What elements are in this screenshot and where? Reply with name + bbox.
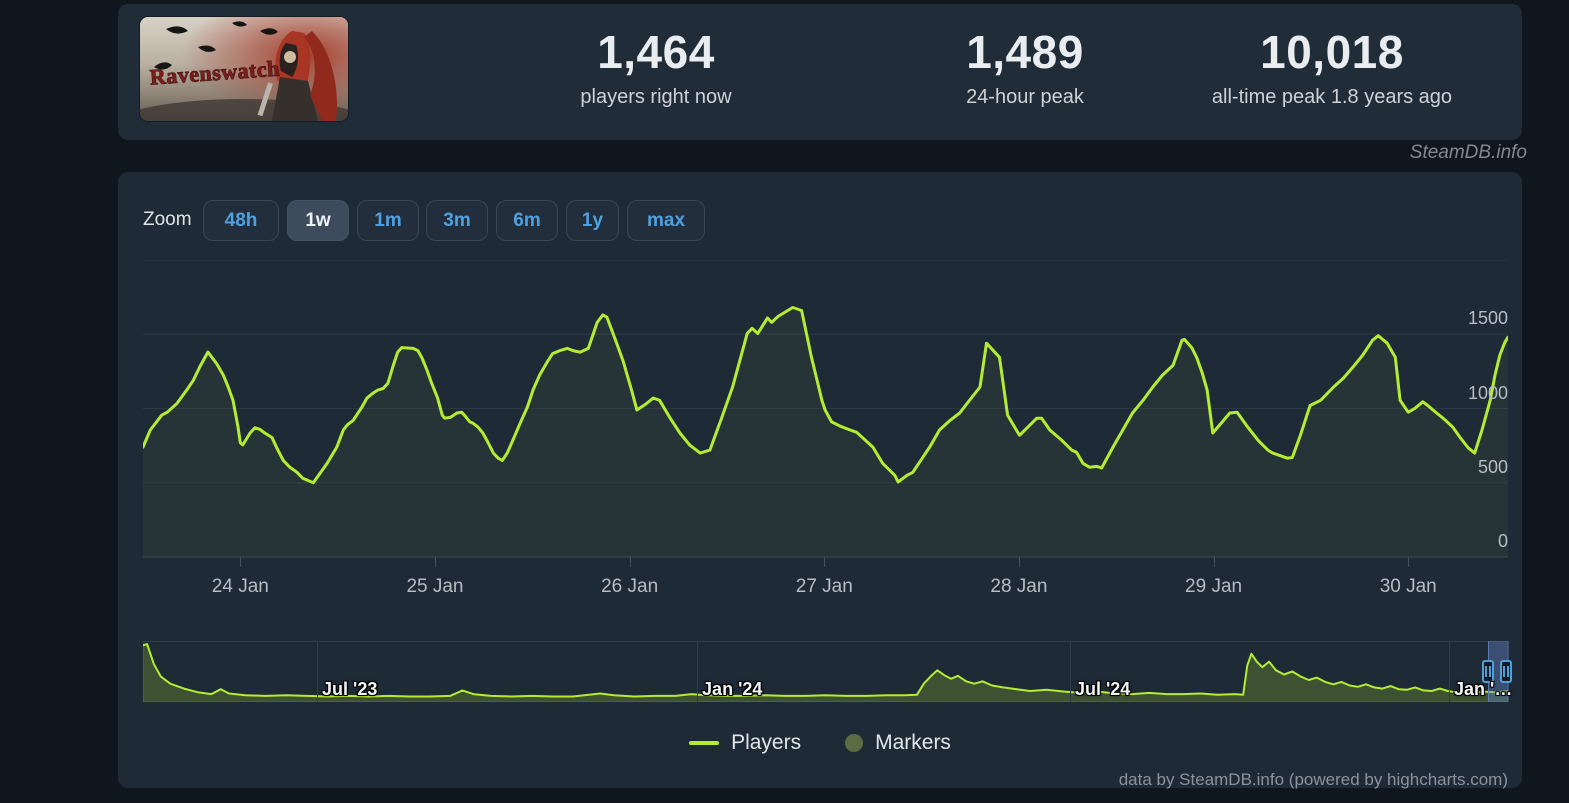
current-players-label: players right now xyxy=(580,86,732,108)
x-tick-mark xyxy=(1018,557,1020,567)
y-tick-1500: 1500 xyxy=(1467,308,1508,329)
game-capsule-image[interactable]: Ravenswatch xyxy=(140,17,348,121)
y-tick-500: 500 xyxy=(1477,456,1508,477)
zoom-button-6m[interactable]: 6m xyxy=(496,200,558,241)
x-tick-24-Jan: 24 Jan xyxy=(211,576,269,597)
zoom-button-1y[interactable]: 1y xyxy=(566,200,619,241)
x-tick-mark xyxy=(1213,557,1215,567)
zoom-button-max[interactable]: max xyxy=(627,200,705,241)
x-tick-mark xyxy=(824,557,826,567)
zoom-button-48h[interactable]: 48h xyxy=(203,200,279,241)
players-line-icon xyxy=(689,741,720,745)
x-tick-30-Jan: 30 Jan xyxy=(1379,576,1437,597)
navigator-label: Jul '24 xyxy=(1074,679,1131,699)
x-tick-29-Jan: 29 Jan xyxy=(1185,576,1243,597)
navigator-gridline xyxy=(1069,641,1071,702)
zoom-button-1w[interactable]: 1w xyxy=(287,200,349,241)
stat-alltime-peak: 10,018 all-time peak 1.8 years ago xyxy=(1122,4,1542,140)
navigator-label: Jan '24 xyxy=(702,679,763,699)
navigator-right-handle[interactable] xyxy=(1500,660,1512,683)
y-tick-1000: 1000 xyxy=(1467,382,1508,403)
x-tick-26-Jan: 26 Jan xyxy=(601,576,659,597)
legend-players-label: Players xyxy=(731,731,802,754)
steamdb-watermark: SteamDB.info xyxy=(1409,142,1527,163)
navigator-gridline xyxy=(697,641,699,702)
24h-peak-value: 1,489 xyxy=(966,26,1084,78)
x-tick-25-Jan: 25 Jan xyxy=(406,576,464,597)
players-line-chart[interactable] xyxy=(143,260,1508,558)
navigator-line xyxy=(143,643,1508,698)
stat-current-players: 1,464 players right now xyxy=(446,4,866,140)
legend-item-players[interactable]: Players xyxy=(689,731,801,755)
legend-item-markers[interactable]: Markers xyxy=(845,731,951,755)
navigator-left-handle[interactable] xyxy=(1481,660,1494,683)
ravenswatch-artwork: Ravenswatch xyxy=(140,17,348,121)
x-tick-mark xyxy=(1408,557,1410,567)
x-tick-27-Jan: 27 Jan xyxy=(795,576,853,597)
chart-panel xyxy=(118,172,1522,788)
zoom-label: Zoom xyxy=(143,209,192,230)
players-series-line xyxy=(143,306,1508,485)
legend-markers-label: Markers xyxy=(875,731,951,754)
alltime-peak-value: 10,018 xyxy=(1260,26,1404,78)
navigator-label: Jan '… xyxy=(1454,679,1513,699)
navigator-label: Jul '23 xyxy=(322,679,378,699)
current-players-value: 1,464 xyxy=(597,26,715,78)
chart-legend: Players Markers xyxy=(118,731,1522,755)
zoom-button-3m[interactable]: 3m xyxy=(426,200,488,241)
navigator-gridline xyxy=(1449,641,1451,702)
x-tick-mark xyxy=(240,557,242,567)
navigator-gridline xyxy=(317,641,319,702)
x-tick-mark xyxy=(434,557,436,567)
x-tick-mark xyxy=(629,557,631,567)
header-card: Ravenswatch 1,464 players right now 1,48… xyxy=(118,4,1522,140)
navigator-series[interactable] xyxy=(143,641,1508,702)
x-tick-28-Jan: 28 Jan xyxy=(990,576,1048,597)
y-tick-0: 0 xyxy=(1497,531,1508,551)
stat-24h-peak: 1,489 24-hour peak xyxy=(815,4,1235,140)
chart-credits: data by SteamDB.info (powered by highcha… xyxy=(1118,770,1508,789)
markers-dot-icon xyxy=(845,734,864,752)
zoom-button-1m[interactable]: 1m xyxy=(357,200,419,241)
24h-peak-label: 24-hour peak xyxy=(966,86,1084,108)
alltime-peak-label: all-time peak 1.8 years ago xyxy=(1211,86,1453,108)
